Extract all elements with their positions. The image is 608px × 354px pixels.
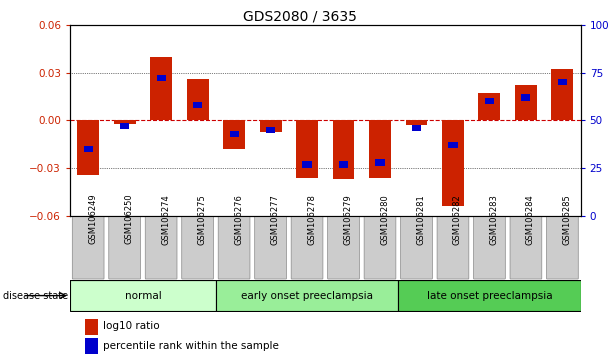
FancyBboxPatch shape — [401, 217, 432, 279]
Text: log10 ratio: log10 ratio — [103, 321, 160, 331]
Text: normal: normal — [125, 291, 161, 301]
FancyBboxPatch shape — [328, 217, 359, 279]
FancyBboxPatch shape — [291, 217, 323, 279]
Bar — [485, 98, 494, 104]
Bar — [406, 120, 427, 125]
FancyBboxPatch shape — [182, 217, 213, 279]
Bar — [229, 131, 238, 137]
Bar — [333, 120, 354, 179]
FancyBboxPatch shape — [474, 217, 505, 279]
Bar — [150, 57, 172, 120]
Bar — [266, 127, 275, 133]
Bar — [558, 79, 567, 85]
Bar — [515, 85, 537, 120]
Bar — [193, 102, 202, 108]
Bar — [85, 319, 98, 335]
FancyBboxPatch shape — [364, 217, 396, 279]
FancyBboxPatch shape — [510, 217, 542, 279]
Text: GSM106275: GSM106275 — [198, 194, 207, 245]
Text: GSM106276: GSM106276 — [234, 194, 243, 245]
Text: GSM106280: GSM106280 — [380, 194, 389, 245]
Text: GSM106278: GSM106278 — [307, 194, 316, 245]
Bar — [187, 79, 209, 120]
Text: GSM106277: GSM106277 — [271, 194, 280, 245]
Text: disease state: disease state — [3, 291, 68, 301]
Bar — [412, 125, 421, 131]
Text: GSM106279: GSM106279 — [344, 194, 353, 245]
Bar — [551, 69, 573, 120]
Bar — [70, 280, 216, 311]
FancyBboxPatch shape — [145, 217, 177, 279]
Bar — [302, 161, 311, 167]
Text: GSM106274: GSM106274 — [161, 194, 170, 245]
Bar — [77, 120, 99, 175]
FancyBboxPatch shape — [72, 217, 104, 279]
FancyBboxPatch shape — [547, 217, 578, 279]
Bar — [442, 120, 464, 206]
Bar — [375, 159, 384, 166]
FancyBboxPatch shape — [437, 217, 469, 279]
Text: late onset preeclampsia: late onset preeclampsia — [427, 291, 552, 301]
Bar — [369, 120, 391, 178]
Text: GSM106282: GSM106282 — [453, 194, 462, 245]
Text: GSM106249: GSM106249 — [88, 194, 97, 245]
Bar — [120, 123, 129, 129]
FancyBboxPatch shape — [255, 217, 286, 279]
Bar — [223, 120, 245, 149]
Bar — [478, 93, 500, 120]
FancyBboxPatch shape — [109, 217, 140, 279]
Text: GSM106283: GSM106283 — [489, 194, 499, 245]
Text: GSM106284: GSM106284 — [526, 194, 535, 245]
Text: early onset preeclampsia: early onset preeclampsia — [241, 291, 373, 301]
Bar — [85, 338, 98, 354]
Bar — [398, 280, 581, 311]
Text: GSM106285: GSM106285 — [562, 194, 572, 245]
Text: percentile rank within the sample: percentile rank within the sample — [103, 341, 279, 351]
Bar — [83, 146, 92, 152]
Bar — [114, 120, 136, 124]
Bar — [296, 120, 318, 178]
Bar — [521, 94, 530, 101]
FancyBboxPatch shape — [218, 217, 250, 279]
Bar — [339, 161, 348, 167]
Title: GDS2080 / 3635: GDS2080 / 3635 — [243, 10, 357, 24]
Text: GSM106250: GSM106250 — [125, 194, 134, 245]
Bar — [260, 120, 282, 131]
Bar — [448, 142, 457, 148]
Bar — [156, 75, 165, 81]
Text: GSM106281: GSM106281 — [416, 194, 426, 245]
Bar — [216, 280, 398, 311]
